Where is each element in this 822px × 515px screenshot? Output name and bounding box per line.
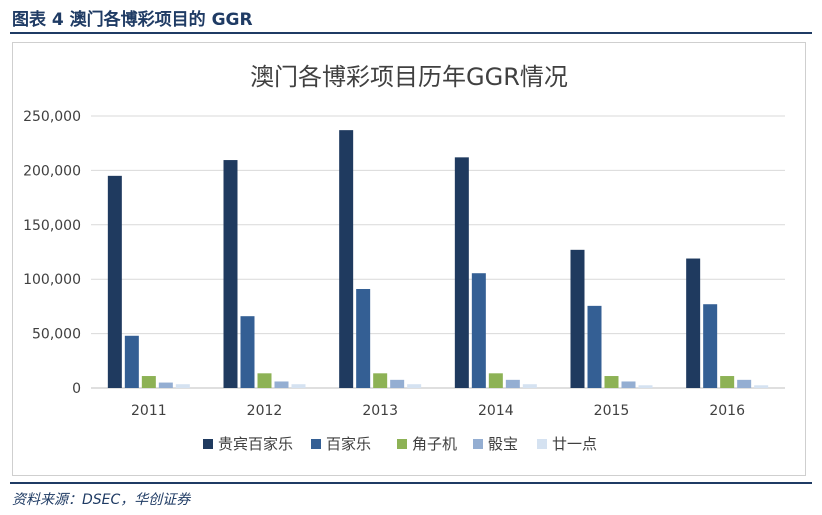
- y-tick-label: 150,000: [23, 218, 81, 234]
- chart-title: 澳门各博彩项目历年GGR情况: [250, 63, 568, 91]
- bar-2013-廿一点: [407, 384, 422, 388]
- x-tick-label: 2016: [709, 403, 745, 419]
- bar-2014-百家乐: [471, 273, 486, 388]
- bottom-rule: [10, 482, 812, 484]
- legend-label: 廿一点: [552, 435, 597, 453]
- bar-2011-廿一点: [175, 384, 190, 388]
- bar-2014-角子机: [488, 373, 503, 388]
- bar-2016-百家乐: [703, 304, 718, 388]
- bar-2013-角子机: [373, 373, 388, 388]
- bar-2013-贵宾百家乐: [339, 130, 354, 389]
- legend-label: 角子机: [412, 435, 457, 453]
- bar-2012-角子机: [257, 373, 272, 388]
- bar-2012-贵宾百家乐: [223, 160, 238, 388]
- legend-swatch-贵宾百家乐: [203, 439, 213, 449]
- legend-swatch-角子机: [397, 439, 407, 449]
- bar-2015-廿一点: [638, 385, 653, 388]
- bar-2012-骰宝: [274, 381, 289, 388]
- bar-2013-百家乐: [356, 288, 371, 388]
- x-tick-label: 2012: [247, 403, 283, 419]
- bar-2016-廿一点: [754, 385, 769, 388]
- bar-2011-角子机: [141, 376, 156, 388]
- bar-2014-骰宝: [505, 379, 520, 388]
- bar-2012-百家乐: [240, 316, 255, 388]
- y-axis-ticks: 0 50,000 100,000 150,000 200,000 250,000: [23, 109, 81, 397]
- legend-label: 骰宝: [488, 435, 518, 453]
- bar-2011-百家乐: [124, 335, 139, 388]
- gridlines: [91, 115, 785, 389]
- bar-2014-贵宾百家乐: [454, 157, 469, 388]
- bar-2015-贵宾百家乐: [570, 249, 585, 388]
- bar-2015-角子机: [604, 376, 619, 388]
- bars: [107, 130, 769, 389]
- y-tick-label: 50,000: [32, 327, 81, 343]
- y-tick-label: 200,000: [23, 163, 81, 179]
- x-tick-label: 2013: [362, 403, 398, 419]
- legend-label: 贵宾百家乐: [218, 435, 293, 453]
- x-tick-label: 2014: [478, 403, 514, 419]
- chart-container: 澳门各博彩项目历年GGR情况 0 50,000 100,000 150,000 200,…: [12, 42, 806, 476]
- y-tick-label: 100,000: [23, 272, 81, 288]
- top-rule: [10, 32, 812, 34]
- legend-swatch-廿一点: [537, 439, 547, 449]
- bar-2014-廿一点: [522, 384, 537, 388]
- x-tick-label: 2015: [594, 403, 630, 419]
- bar-2011-骰宝: [158, 382, 173, 388]
- ggr-bar-chart: 澳门各博彩项目历年GGR情况 0 50,000 100,000 150,000 200,…: [23, 63, 785, 453]
- source-note: 资料来源：DSEC，华创证券: [12, 492, 191, 508]
- legend: 贵宾百家乐 百家乐 角子机 骰宝 廿一点: [203, 435, 597, 453]
- figure-label: 图表 4 澳门各博彩项目的 GGR: [12, 10, 253, 30]
- legend-swatch-骰宝: [473, 439, 483, 449]
- y-tick-label: 250,000: [23, 109, 81, 125]
- x-axis-ticks: 2011 2012 2013 2014 2015 2016: [131, 403, 745, 419]
- bar-2015-百家乐: [587, 305, 602, 388]
- x-tick-label: 2011: [131, 403, 167, 419]
- bar-2012-廿一点: [291, 384, 306, 388]
- legend-swatch-百家乐: [311, 439, 321, 449]
- legend-label: 百家乐: [326, 435, 371, 453]
- bar-2013-骰宝: [390, 379, 405, 388]
- y-tick-label: 0: [72, 381, 81, 397]
- bar-2016-角子机: [720, 376, 735, 388]
- bar-2016-贵宾百家乐: [686, 258, 701, 388]
- bar-2011-贵宾百家乐: [107, 175, 122, 388]
- bar-2015-骰宝: [621, 381, 636, 388]
- bar-2016-骰宝: [737, 379, 752, 388]
